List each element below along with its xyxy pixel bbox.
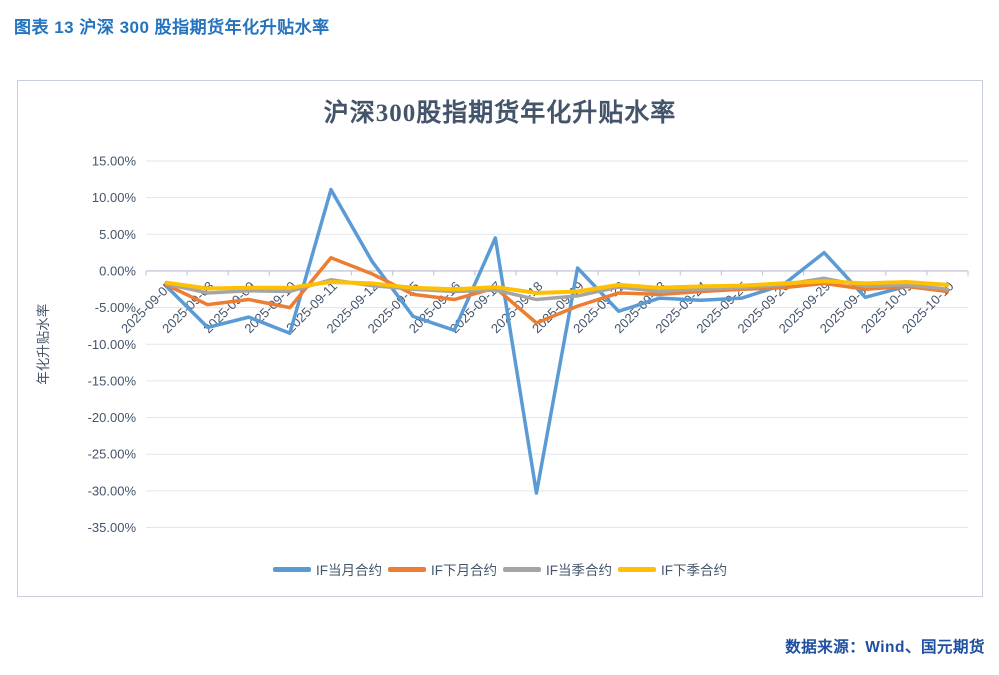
legend-label: IF当季合约 [546, 563, 612, 578]
y-tick-label: 15.00% [92, 154, 137, 169]
legend-item: IF下季合约 [618, 559, 727, 579]
figure-caption: 图表 13 沪深 300 股指期货年化升贴水率 [14, 18, 330, 37]
y-tick-label: -35.00% [88, 520, 137, 535]
y-tick-label: 0.00% [99, 263, 136, 278]
legend-swatch [388, 566, 426, 572]
series-line-1 [164, 187, 950, 495]
legend-label: IF下月合约 [431, 563, 497, 578]
data-source-note: 数据来源：Wind、国元期货 [785, 639, 985, 656]
y-tick-label: -25.00% [88, 447, 137, 462]
legend-item: IF当月合约 [273, 559, 382, 579]
y-tick-label: 10.00% [92, 190, 137, 205]
legend-swatch [273, 566, 311, 572]
y-tick-label: -5.00% [95, 300, 137, 315]
chart-legend: IF当月合约 IF下月合约 IF当季合约 IF下季合约 [18, 559, 982, 579]
y-axis-title: 年化升贴水率 [35, 304, 51, 385]
legend-item: IF当季合约 [503, 559, 612, 579]
y-tick-label: -10.00% [88, 337, 137, 352]
legend-label: IF当月合约 [316, 563, 382, 578]
series-line-2 [164, 256, 950, 325]
chart-title: 沪深300股指期货年化升贴水率 [323, 100, 677, 127]
chart-canvas: 15.00% 10.00% 5.00% 0.00% -5.00% -10.00% -15.0… [35, 154, 969, 535]
y-tick-label: -30.00% [88, 483, 137, 498]
y-tick-label: -15.00% [88, 373, 137, 388]
legend-swatch [503, 566, 541, 572]
legend-item: IF下月合约 [388, 559, 497, 579]
series-line-3 [164, 276, 950, 302]
legend-label: IF下季合约 [661, 563, 727, 578]
series-line-4 [164, 279, 950, 295]
y-tick-label: 5.00% [99, 227, 136, 242]
chart-container: 沪深300股指期货年化升贴水率 15.00% 10.00% 5.00% 0.00% -5… [17, 80, 983, 597]
legend-swatch [618, 566, 656, 572]
y-tick-label: -20.00% [88, 410, 137, 425]
